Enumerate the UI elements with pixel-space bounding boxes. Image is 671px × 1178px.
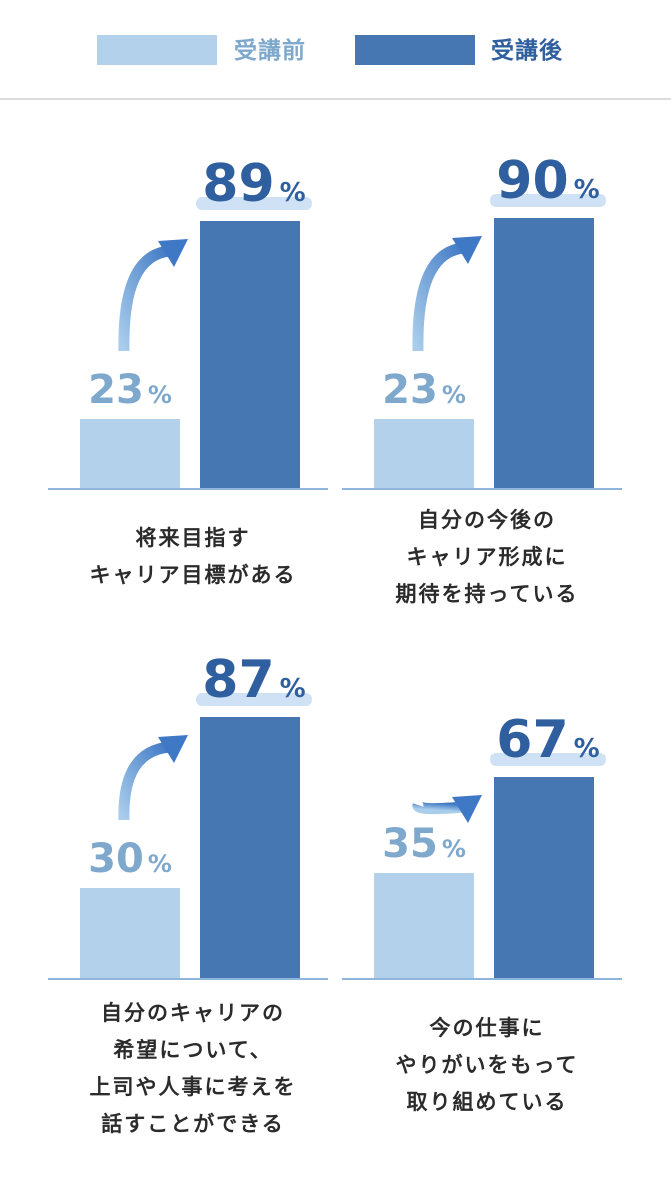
- caption-line: 取り組めている: [406, 1090, 568, 1114]
- value-label-after: 87%: [202, 650, 305, 710]
- caption-line: 今の仕事に: [429, 1016, 545, 1040]
- value-highlight: [196, 197, 312, 210]
- increase-arrow-icon: [118, 239, 188, 352]
- bar-before: [80, 888, 180, 978]
- chart-svg-3: 30 % 87%: [48, 650, 328, 980]
- bar-before: [80, 419, 180, 488]
- chart-caption-2: 自分の今後の キャリア形成に 期待を持っている: [342, 502, 632, 613]
- legend-label-after: 受講後: [491, 38, 563, 64]
- bar-after: [200, 221, 300, 488]
- chart-panel-2: 23% 90% 自分の今後の キャリア形成に 期待を持っている: [342, 130, 632, 606]
- caption-line: 自分の今後の: [418, 508, 556, 532]
- caption-line: 自分のキャリアの: [101, 1001, 285, 1025]
- caption-line: 上司や人事に考えを: [89, 1075, 297, 1099]
- caption-line: やりがいをもって: [395, 1053, 579, 1077]
- value-highlight: [196, 693, 312, 706]
- chart-caption-1: 将来目指す キャリア目標がある: [48, 520, 338, 594]
- bar-before: [374, 419, 474, 488]
- value-label-after: 89%: [202, 154, 305, 214]
- chart-svg-4: 35 % 67%: [342, 710, 622, 980]
- caption-line: 期待を持っている: [395, 582, 579, 606]
- bar-before: [374, 873, 474, 978]
- bar-after: [200, 717, 300, 978]
- chart-panel-3: 30% 87% 自分のキャリアの 希望について、 上司や人事に考えを 話すことがで…: [48, 620, 338, 1160]
- legend-swatch-after: [355, 35, 475, 65]
- chart-caption-3: 自分のキャリアの 希望について、 上司や人事に考えを 話すことができる: [48, 995, 338, 1143]
- bar-after: [494, 218, 594, 488]
- chart-svg-2: 23 % 90%: [342, 151, 622, 490]
- increase-arrow-icon: [412, 236, 482, 352]
- legend-divider: [0, 98, 671, 100]
- legend: 受講前 受講後: [0, 0, 671, 100]
- increase-arrow-icon: [412, 795, 482, 823]
- value-highlight: [490, 194, 606, 207]
- chart-panel-4: 35% 67% 今の仕事に やりがいをもって 取り組めている: [342, 620, 632, 1160]
- caption-line: キャリア目標がある: [89, 563, 297, 587]
- value-highlight: [490, 753, 606, 766]
- chart-caption-4: 今の仕事に やりがいをもって 取り組めている: [342, 1010, 632, 1121]
- value-label-before: 30%: [88, 836, 172, 882]
- caption-line: 希望について、: [113, 1038, 273, 1062]
- bar-after: [494, 777, 594, 978]
- value-label-after: 90%: [496, 151, 599, 211]
- value-label-before: 35%: [382, 821, 466, 867]
- value-label-before: 23%: [382, 367, 466, 413]
- caption-line: 将来目指す: [135, 526, 251, 550]
- value-label-before: 23%: [88, 367, 172, 413]
- increase-arrow-icon: [118, 735, 188, 821]
- chart-panel-1: 23% 89% 将来目指す キャリア目標がある: [48, 130, 338, 600]
- legend-swatch-before: [97, 35, 217, 65]
- chart-svg-1: 23 % 89%: [48, 154, 328, 490]
- legend-label-before: 受講前: [234, 38, 306, 64]
- caption-line: キャリア形成に: [406, 545, 568, 569]
- value-label-after: 67%: [496, 710, 599, 770]
- caption-line: 話すことができる: [101, 1112, 285, 1136]
